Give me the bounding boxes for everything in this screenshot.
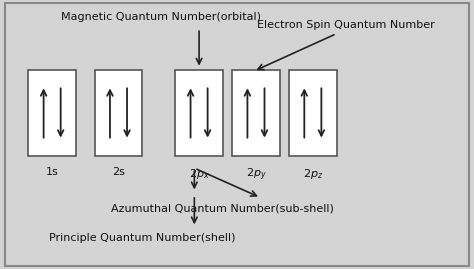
Text: Magnetic Quantum Number(orbital): Magnetic Quantum Number(orbital) xyxy=(61,12,261,22)
Text: Azumuthal Quantum Number(sub-shell): Azumuthal Quantum Number(sub-shell) xyxy=(111,203,334,213)
FancyBboxPatch shape xyxy=(28,70,76,156)
FancyBboxPatch shape xyxy=(232,70,280,156)
Text: Principle Quantum Number(shell): Principle Quantum Number(shell) xyxy=(49,233,236,243)
Text: $2p_y$: $2p_y$ xyxy=(246,167,266,183)
FancyBboxPatch shape xyxy=(175,70,223,156)
Text: 2s: 2s xyxy=(112,167,125,177)
Text: 1s: 1s xyxy=(46,167,58,177)
Text: $2p_x$: $2p_x$ xyxy=(189,167,210,181)
FancyBboxPatch shape xyxy=(95,70,142,156)
Text: Electron Spin Quantum Number: Electron Spin Quantum Number xyxy=(257,20,435,30)
FancyBboxPatch shape xyxy=(289,70,337,156)
Text: $2p_z$: $2p_z$ xyxy=(303,167,323,181)
